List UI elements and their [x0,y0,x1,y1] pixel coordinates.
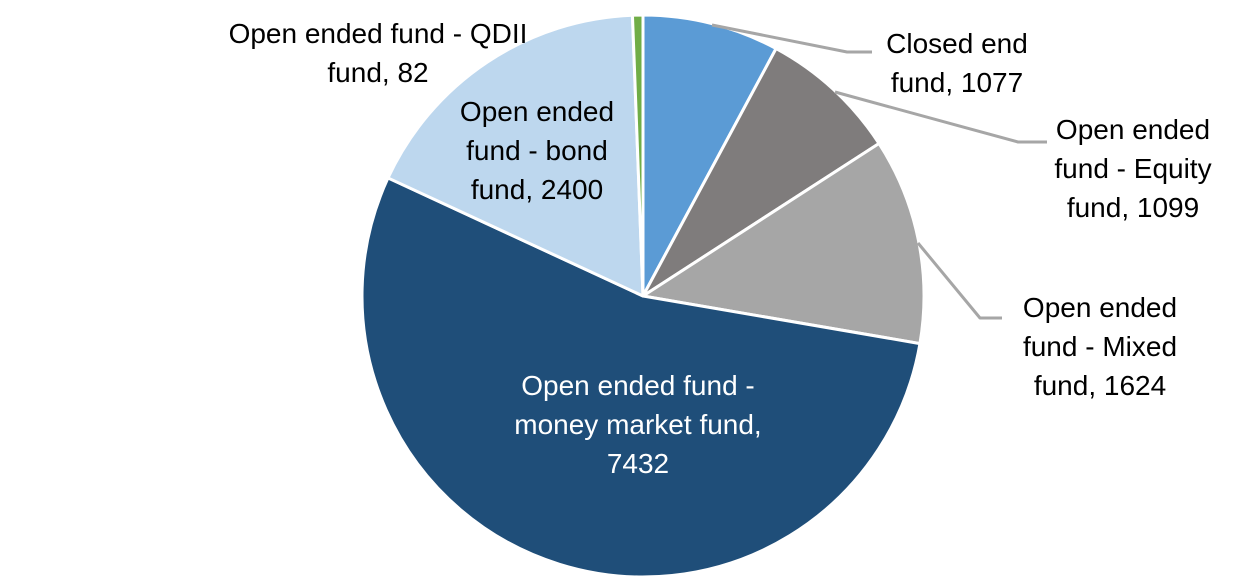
slice-label-open-ended-mixed-fund: Open ended fund - Mixed fund, 1624 [980,288,1220,405]
slice-label-open-ended-bond-fund: Open ended fund - bond fund, 2400 [417,92,657,209]
label-line: fund, 1099 [1066,192,1200,223]
pie-slices [360,13,926,579]
pie-slice-open-ended-qdii-fund [630,13,645,298]
label-line: fund, 82 [327,57,429,88]
label-line: Open ended [1022,292,1178,323]
slice-label-closed-end-fund: Closed end fund, 1077 [837,24,1077,102]
pie-slice-open-ended-bond-fund [386,13,645,298]
label-line: Closed end [886,28,1028,59]
label-line: fund, 2400 [470,174,604,205]
label-line: fund - bond [466,135,608,166]
slice-label-open-ended-money-market-fund: Open ended fund - money market fund, 743… [463,366,813,483]
pie-slice-open-ended-mixed-fund [641,141,926,346]
leader-line-closed-end-fund [711,23,872,54]
label-line: Open ended fund - QDII [228,18,528,49]
leader-line-open-ended-equity-fund [834,90,1047,144]
label-line: fund, 1077 [890,67,1024,98]
label-line: Open ended fund - [521,370,755,401]
slice-label-open-ended-qdii-fund: Open ended fund - QDII fund, 82 [208,14,548,92]
label-line: money market fund, [514,409,762,440]
pie-slice-closed-end-fund [641,13,778,298]
leader-line-open-ended-mixed-fund [916,242,1002,320]
label-line: Open ended [459,96,615,127]
label-line: fund - Equity [1054,153,1212,184]
label-line: fund, 1624 [1033,370,1167,401]
label-line: 7432 [606,448,670,479]
pie-slice-open-ended-money-market-fund [360,176,922,579]
label-line: Open ended [1055,114,1211,145]
pie-slice-open-ended-equity-fund [641,47,881,298]
slice-label-open-ended-equity-fund: Open ended fund - Equity fund, 1099 [1013,110,1250,227]
label-line: fund - Mixed [1022,331,1178,362]
leader-lines [711,23,1047,320]
